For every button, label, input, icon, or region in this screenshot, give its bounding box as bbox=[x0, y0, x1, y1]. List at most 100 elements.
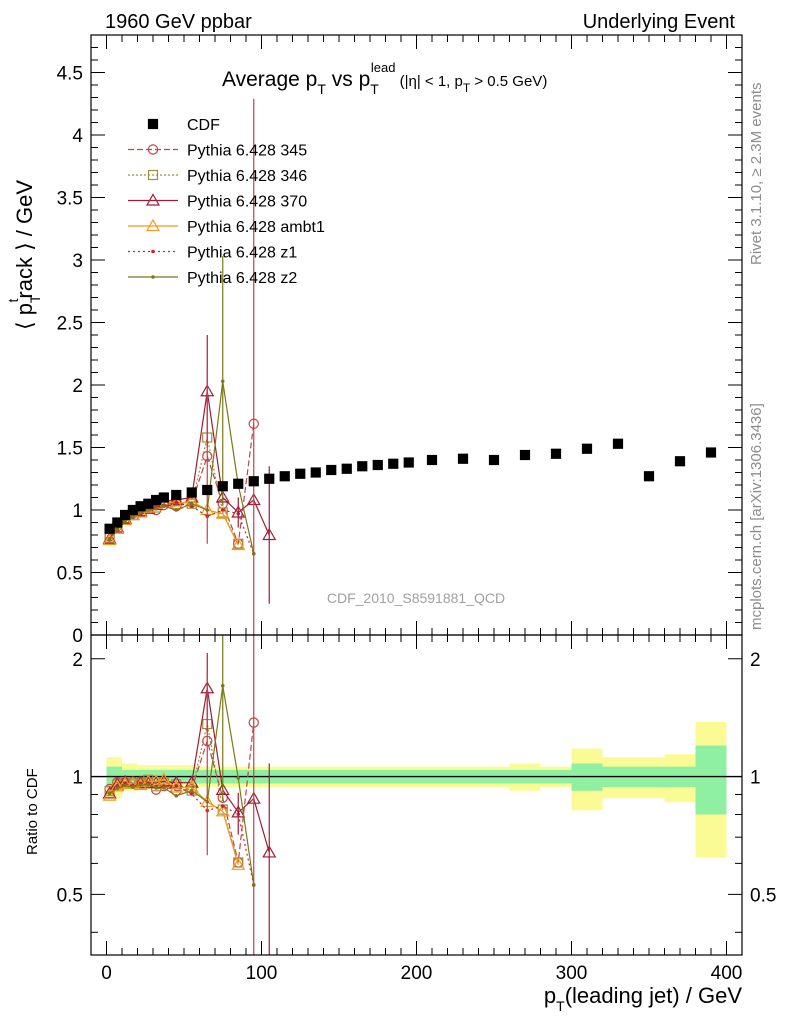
legend-marker bbox=[147, 169, 159, 181]
legend-label: CDF bbox=[187, 117, 220, 134]
series-point-ratio bbox=[115, 786, 120, 791]
data-point-cdf bbox=[705, 447, 717, 458]
data-point-cdf bbox=[112, 517, 123, 528]
legend-entry: Pythia 6.428 z1 bbox=[128, 245, 297, 262]
data-point-cdf bbox=[341, 463, 352, 474]
ytick-label-main: 1 bbox=[72, 501, 83, 522]
data-point-cdf bbox=[426, 454, 438, 466]
series-point-ratio bbox=[174, 784, 179, 788]
series-point-ratio bbox=[156, 772, 171, 785]
ytick-label-main: 0 bbox=[72, 626, 83, 647]
data-point-cdf bbox=[674, 456, 686, 467]
series-point-main bbox=[123, 519, 127, 524]
xtick-label: 300 bbox=[556, 963, 588, 984]
series-point-ratio bbox=[154, 786, 158, 790]
ytick-label-ratio-right: 0.5 bbox=[750, 885, 776, 906]
series-point-ratio bbox=[231, 857, 246, 870]
series-point-ratio bbox=[118, 776, 133, 789]
series-point-main bbox=[138, 510, 143, 515]
ytick-label-ratio-right: 1 bbox=[750, 768, 761, 789]
data-point-cdf bbox=[171, 489, 182, 501]
legend-entry: Pythia 6.428 346 bbox=[128, 168, 307, 185]
series-point-ratio bbox=[169, 780, 184, 793]
legend-label: Pythia 6.428 370 bbox=[187, 194, 307, 211]
legend-label: Pythia 6.428 z2 bbox=[187, 270, 297, 287]
main-plot-area bbox=[102, 98, 717, 635]
series-point-ratio bbox=[189, 788, 194, 793]
legend-entry: Pythia 6.428 ambt1 bbox=[128, 218, 325, 236]
data-point-cdf bbox=[388, 458, 399, 469]
data-point-cdf bbox=[457, 453, 469, 464]
series-point-main bbox=[115, 528, 120, 532]
ratio-bands bbox=[106, 721, 727, 858]
legend-marker bbox=[145, 193, 161, 206]
series-point-ratio bbox=[146, 783, 151, 787]
series-point-main bbox=[107, 536, 112, 541]
mcplots-label: mcplots.cern.ch [arXiv:1306.3436] bbox=[748, 403, 765, 630]
legend-entry: Pythia 6.428 345 bbox=[128, 143, 307, 160]
series-point-ratio bbox=[236, 776, 241, 780]
xlabel: pT(leading jet) / GeV bbox=[544, 983, 742, 1014]
data-point-cdf bbox=[279, 471, 290, 482]
series-point-ratio bbox=[138, 783, 143, 787]
ytick-label-main: 1.5 bbox=[57, 439, 83, 460]
ytick-label-main: 4 bbox=[72, 126, 83, 147]
series-point-main bbox=[231, 537, 246, 551]
legend-marker bbox=[151, 275, 155, 279]
series-point-main bbox=[154, 506, 158, 511]
series-point-main bbox=[102, 531, 117, 544]
ytick-label-main: 0.5 bbox=[57, 564, 83, 585]
series-point-ratio bbox=[107, 791, 112, 796]
main-title: Average pT vs pTlead (|η| < 1, pT > 0.5 … bbox=[222, 60, 547, 97]
axes: 0 0.5 1 1.5 2 2.5 3 3.5 4 4.5 0.5 0.5 1 1 2 2 0 100 200 300… bbox=[57, 34, 776, 984]
legend-label: Pythia 6.428 346 bbox=[187, 168, 307, 185]
ytick-label-ratio: 2 bbox=[72, 650, 83, 671]
xtick-label: 0 bbox=[101, 963, 112, 984]
watermark: CDF_2010_S8591881_QCD bbox=[327, 590, 505, 606]
series-point-main bbox=[215, 506, 230, 519]
series-point-ratio bbox=[215, 804, 230, 817]
series-point-ratio bbox=[131, 785, 135, 789]
series-point-ratio bbox=[189, 792, 194, 796]
data-point-cdf bbox=[550, 448, 562, 459]
data-point-cdf bbox=[310, 467, 321, 478]
legend-entry: Pythia 6.428 370 bbox=[128, 193, 307, 211]
legend-label: Pythia 6.428 ambt1 bbox=[187, 219, 325, 236]
series-point-main bbox=[102, 532, 117, 546]
data-point-cdf bbox=[264, 473, 275, 484]
legend-marker bbox=[145, 218, 161, 232]
legend-entry: Pythia 6.428 z2 bbox=[128, 270, 297, 287]
ytick-label-main: 3 bbox=[72, 251, 83, 272]
ytick-label-ratio: 0.5 bbox=[57, 885, 83, 906]
series-point-ratio bbox=[133, 776, 148, 789]
data-point-cdf bbox=[612, 438, 624, 449]
header-right: Underlying Event bbox=[583, 11, 736, 33]
data-point-cdf bbox=[403, 457, 414, 468]
data-point-cdf bbox=[186, 487, 197, 498]
data-point-cdf bbox=[295, 468, 306, 479]
series-line-ratio bbox=[109, 723, 239, 863]
ytick-label-main: 3.5 bbox=[57, 189, 83, 210]
data-point-cdf bbox=[581, 443, 593, 454]
main-ylabel: ⟨ pTtrack ⟩ / GeV bbox=[5, 180, 43, 330]
series-point-ratio bbox=[162, 785, 166, 790]
data-point-cdf bbox=[372, 459, 383, 471]
ytick-label-ratio-right: 2 bbox=[750, 650, 761, 671]
data-point-cdf bbox=[488, 454, 500, 466]
xtick-label: 200 bbox=[401, 963, 433, 984]
data-point-cdf bbox=[202, 484, 213, 496]
xtick-label: 400 bbox=[711, 963, 743, 984]
legend-entry: CDF bbox=[147, 117, 220, 134]
series-point-ratio bbox=[102, 788, 117, 801]
legend-marker bbox=[147, 144, 159, 155]
legend-marker bbox=[151, 249, 155, 254]
rivet-label: Rivet 3.1.10, ≥ 2.3M events bbox=[748, 83, 765, 266]
series-point-ratio bbox=[220, 804, 225, 808]
data-point-cdf bbox=[643, 471, 655, 482]
series-point-main bbox=[189, 504, 194, 509]
legend-label: Pythia 6.428 z1 bbox=[187, 245, 297, 262]
data-point-cdf bbox=[104, 523, 115, 534]
ytick-label-main: 4.5 bbox=[57, 64, 83, 85]
series-point-main bbox=[162, 504, 166, 509]
